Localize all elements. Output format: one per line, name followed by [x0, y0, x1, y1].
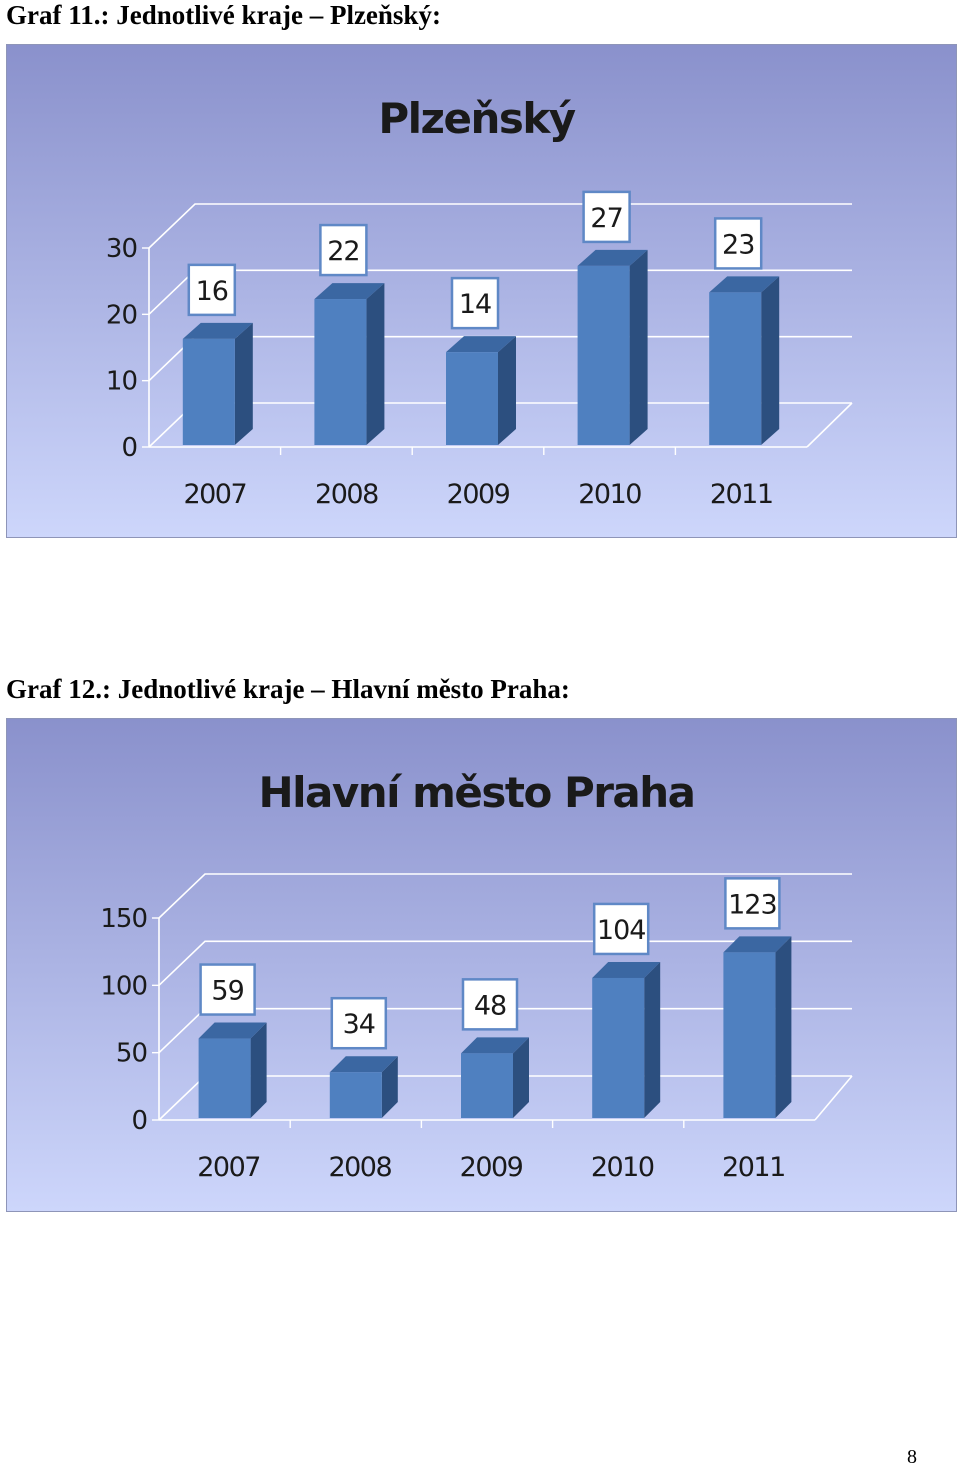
bar-side — [250, 1022, 267, 1118]
x-tick-label: 2011 — [710, 479, 773, 510]
bar-front — [446, 352, 498, 445]
x-tick-label: 2011 — [722, 1152, 785, 1183]
y-tick-label: 50 — [116, 1039, 147, 1069]
bar-front — [329, 1072, 382, 1118]
bar-front — [182, 338, 235, 445]
data-label-box — [319, 223, 368, 277]
y-tick-label: 0 — [121, 433, 137, 463]
data-label: 23 — [722, 229, 754, 260]
chart-title: Hlavní město Praha — [258, 768, 694, 817]
bar-2007: 59 — [198, 963, 267, 1118]
x-tick-label: 2007 — [197, 1152, 260, 1183]
x-tick-label: 2009 — [460, 1152, 523, 1183]
bar-top — [329, 1056, 398, 1073]
bar-chart-praha: Hlavní město Praha 0 50 100 150 59 2007 34 2008 4… — [7, 719, 956, 1211]
data-label: 27 — [590, 203, 622, 234]
bar-side — [366, 283, 385, 445]
chart-caption-2: Graf 12.: Jednotlivé kraje – Hlavní měst… — [6, 674, 570, 704]
data-label: 48 — [474, 990, 506, 1021]
data-label-box — [713, 217, 763, 270]
chart-panel-plzensky: Plzeňský 0 10 20 30 16 2007 22 2008 14 2009 27 2010 2… — [6, 44, 957, 538]
data-label-box — [724, 877, 781, 930]
bar-top — [314, 283, 385, 300]
page-number: 8 — [907, 1446, 917, 1468]
bar-side — [498, 336, 516, 445]
x-tick-label: 2010 — [578, 479, 641, 510]
floor-edge — [814, 1075, 853, 1121]
bar-top — [461, 1037, 529, 1054]
bar-side — [234, 322, 253, 445]
bar-front — [461, 1053, 513, 1118]
data-label: 59 — [211, 976, 243, 1007]
bar-front — [577, 265, 630, 445]
bar-side — [513, 1037, 529, 1118]
bar-chart-plzensky: Plzeňský 0 10 20 30 16 2007 22 2008 14 2009 27 2010 2… — [7, 45, 956, 537]
bar-2009: 48 — [461, 978, 529, 1118]
y-tick-label: 150 — [100, 904, 147, 934]
data-label-box — [582, 190, 631, 244]
bar-2010: 104 — [592, 902, 661, 1118]
bar-side — [775, 936, 792, 1118]
chart-title: Plzeňský — [378, 94, 575, 143]
chart-panel-praha: Hlavní město Praha 0 50 100 150 59 2007 34 2008 4… — [6, 718, 957, 1212]
y-tick-label: 0 — [131, 1106, 147, 1136]
data-label-box — [187, 263, 237, 317]
bar-top — [709, 276, 780, 293]
bar-2008: 34 — [329, 996, 398, 1118]
bar-2011: 23 — [709, 217, 780, 445]
y-tick-label: 10 — [106, 367, 137, 397]
x-tick-label: 2009 — [447, 479, 510, 510]
bar-2007: 16 — [182, 263, 253, 445]
bar-side — [381, 1056, 398, 1118]
chart-caption-1: Graf 11.: Jednotlivé kraje – Plzeňský: — [6, 0, 441, 30]
gridline — [148, 203, 852, 249]
data-label: 123 — [728, 889, 777, 920]
y-tick-label: 100 — [100, 971, 147, 1001]
bar-2011: 123 — [723, 877, 792, 1118]
x-tick-label: 2008 — [315, 479, 378, 510]
data-label: 34 — [343, 1009, 375, 1040]
bar-top — [446, 336, 516, 353]
bar-side — [644, 961, 661, 1118]
data-label-box — [461, 978, 519, 1031]
data-label-box — [330, 996, 388, 1050]
bar-front — [723, 952, 776, 1118]
y-tick-label: 30 — [106, 234, 137, 264]
x-tick-label: 2008 — [328, 1152, 391, 1183]
data-label-box — [450, 276, 500, 330]
bar-front — [314, 299, 367, 445]
bar-top — [182, 322, 253, 339]
bar-front — [592, 977, 645, 1118]
bar-2009: 14 — [446, 276, 516, 445]
data-label: 14 — [459, 289, 491, 320]
y-tick-label: 20 — [106, 300, 137, 330]
x-tick-label: 2007 — [183, 479, 246, 510]
bar-top — [723, 936, 792, 953]
floor-edge — [806, 402, 853, 448]
bar-2010: 27 — [577, 190, 648, 445]
data-label-box — [592, 902, 650, 956]
chart-background — [7, 719, 956, 1211]
bar-2008: 22 — [314, 223, 385, 445]
data-label: 16 — [196, 276, 228, 307]
data-label: 104 — [597, 915, 646, 946]
bar-front — [709, 292, 762, 445]
data-label: 22 — [327, 236, 359, 267]
bar-front — [198, 1038, 251, 1118]
gridline — [158, 873, 852, 919]
bar-top — [198, 1022, 267, 1039]
data-label-box — [199, 963, 256, 1016]
bar-top — [577, 249, 648, 266]
x-tick-label: 2010 — [591, 1152, 654, 1183]
bar-top — [592, 961, 661, 978]
bar-side — [761, 276, 780, 445]
bar-side — [629, 249, 648, 445]
